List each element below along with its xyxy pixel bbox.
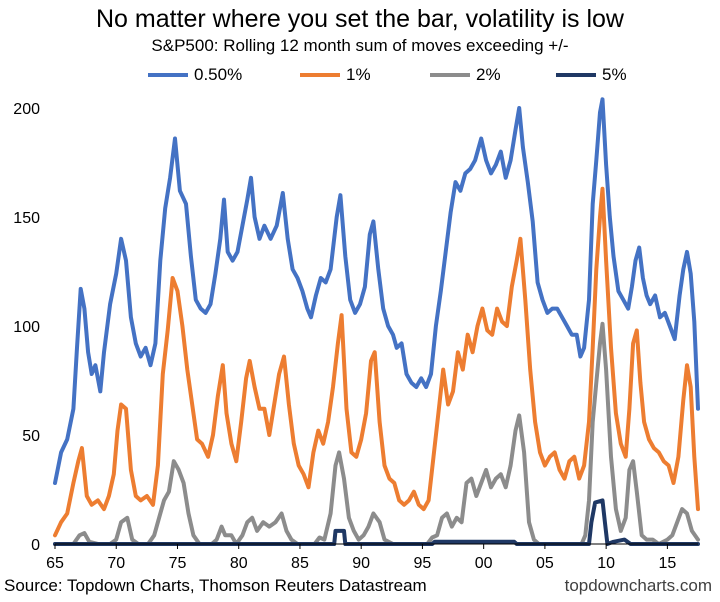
x-axis: 65 70 75 80 85 90 95 00 05 10 15 bbox=[46, 544, 676, 572]
series-line-1 bbox=[53, 186, 700, 538]
chart-title: No matter where you set the bar, volatil… bbox=[95, 5, 624, 33]
x-tick-label: 80 bbox=[230, 555, 248, 572]
x-tick-label: 05 bbox=[536, 555, 554, 572]
x-tick-label: 10 bbox=[597, 555, 615, 572]
legend-swatch-series-0 bbox=[148, 73, 188, 77]
legend-label-series-0: 0.50% bbox=[194, 65, 243, 84]
legend-label-series-3: 5% bbox=[602, 65, 627, 84]
x-tick-label: 90 bbox=[352, 555, 370, 572]
chart-subtitle: S&P500: Rolling 12 month sum of moves ex… bbox=[151, 36, 569, 55]
legend-swatch-series-2 bbox=[430, 73, 470, 77]
y-tick-label: 200 bbox=[13, 101, 40, 118]
x-tick-label: 00 bbox=[475, 555, 493, 572]
x-tick-label: 65 bbox=[46, 555, 64, 572]
x-tick-label: 70 bbox=[107, 555, 125, 572]
y-axis: 0 50 100 150 200 bbox=[13, 101, 40, 554]
x-tick-label: 95 bbox=[414, 555, 432, 572]
legend-item-series-3: 5% bbox=[556, 64, 627, 86]
series-line-0 bbox=[53, 97, 700, 485]
x-tick-label: 85 bbox=[291, 555, 309, 572]
legend-item-series-2: 2% bbox=[430, 64, 501, 86]
series-layer bbox=[53, 97, 700, 546]
legend-swatch-series-3 bbox=[556, 73, 596, 77]
legend-label-series-2: 2% bbox=[476, 65, 501, 84]
legend-swatch-series-1 bbox=[300, 73, 340, 77]
y-tick-label: 50 bbox=[22, 428, 40, 445]
y-tick-label: 0 bbox=[31, 537, 40, 554]
y-tick-label: 100 bbox=[13, 319, 40, 336]
series-line-2 bbox=[53, 321, 700, 546]
y-tick-label: 150 bbox=[13, 210, 40, 227]
source-note: Source: Topdown Charts, Thomson Reuters … bbox=[4, 576, 427, 595]
legend: 0.50% 1% 2% 5% bbox=[0, 64, 720, 86]
legend-item-series-1: 1% bbox=[300, 64, 371, 86]
x-tick-label: 15 bbox=[658, 555, 676, 572]
legend-item-series-0: 0.50% bbox=[148, 64, 242, 86]
brand-watermark: topdowncharts.com bbox=[564, 576, 712, 595]
legend-label-series-1: 1% bbox=[346, 65, 371, 84]
x-tick-label: 75 bbox=[169, 555, 187, 572]
